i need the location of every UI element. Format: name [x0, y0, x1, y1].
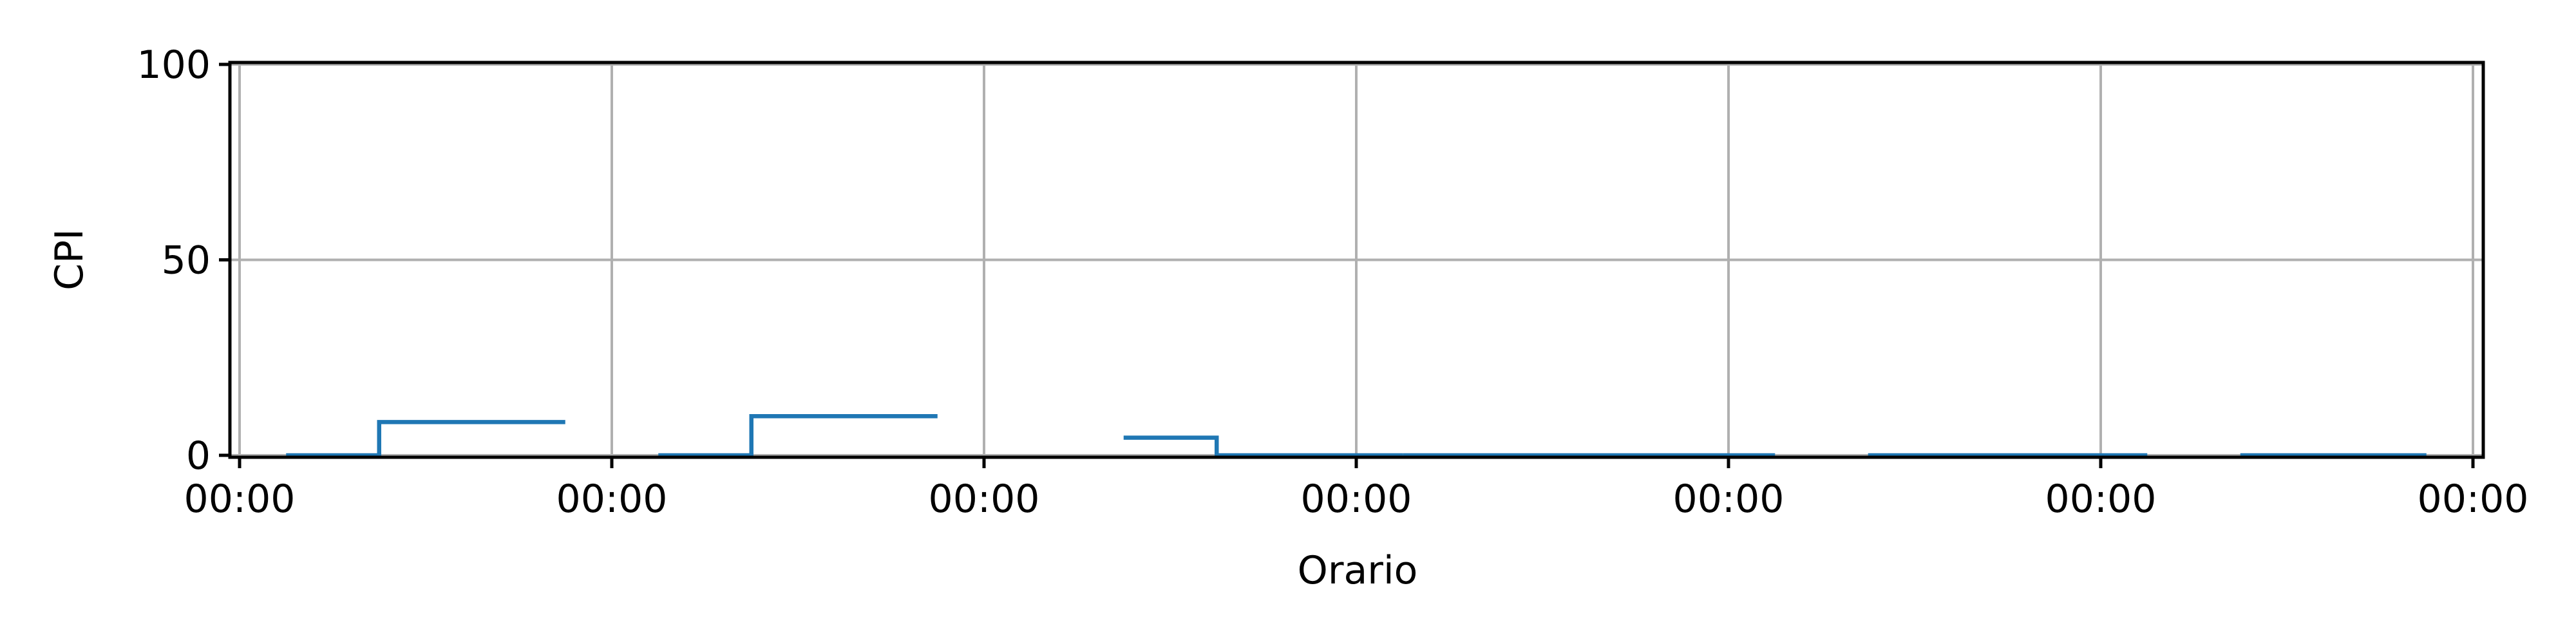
- x-tick-label: 00:00: [184, 477, 296, 522]
- y-axis-label: CPI: [47, 229, 92, 290]
- series-line: [1123, 435, 1403, 458]
- ticks: 00:00 00:00 00:00 00:00 00:00 00:00 00:0005010…: [137, 43, 2528, 522]
- x-tick-label: 00:00: [1301, 477, 1412, 522]
- y-tick-label: 0: [186, 433, 211, 478]
- x-tick-label: 00:00: [2418, 477, 2529, 522]
- y-tick-label: 50: [162, 238, 211, 283]
- x-tick-label: 00:00: [2045, 477, 2157, 522]
- y-tick-label: 100: [137, 43, 211, 88]
- series-line: [658, 414, 938, 458]
- grid: [230, 62, 2483, 457]
- x-tick-label: 00:00: [929, 477, 1040, 522]
- x-tick-label: 00:00: [556, 477, 668, 522]
- x-tick-label: 00:00: [1673, 477, 1785, 522]
- series-layer: [286, 414, 2427, 458]
- series-line: [286, 420, 565, 458]
- x-axis-label: Orario: [1298, 548, 1418, 593]
